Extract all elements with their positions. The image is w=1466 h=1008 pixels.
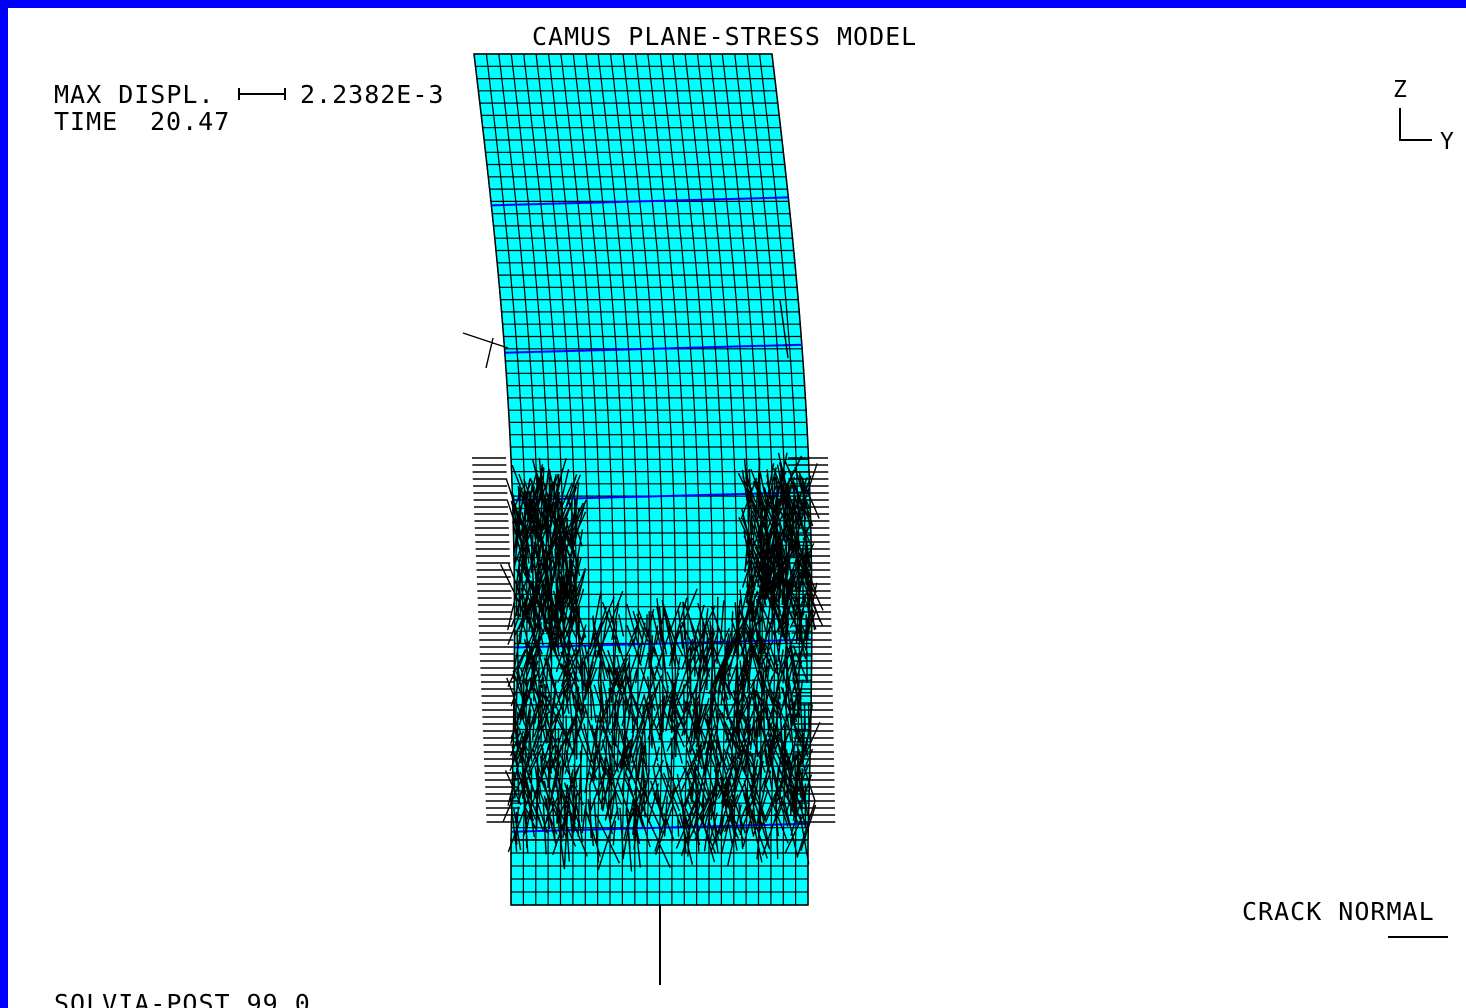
time-value: 20.47: [150, 107, 231, 136]
base-block-grid: [510, 839, 809, 906]
level-line: [490, 196, 789, 207]
crack-normal-legend-label: CRACK NORMAL: [1242, 897, 1435, 926]
base-block: [510, 839, 809, 906]
crack-normal-strokes: [462, 299, 836, 872]
mesh-plot: [238, 53, 1448, 985]
plot-viewport: CAMUS PLANE-STRESS MODEL MAX DISPL. 2.23…: [8, 8, 1466, 1008]
level-line: [504, 343, 803, 354]
time-label: TIME: [54, 107, 119, 136]
axis-y-label: Y: [1440, 129, 1455, 155]
crack-normals: [462, 299, 836, 872]
max-displacement-value: 2.2382E-3: [300, 80, 445, 109]
footer-label: SOLVIA-POST 99.0: [54, 989, 311, 1008]
max-displacement-label: MAX DISPL.: [54, 80, 215, 109]
mesh-grid-lines: [473, 53, 813, 841]
axis-z-label: Z: [1393, 77, 1408, 103]
axis-triad: [1399, 108, 1432, 141]
plot-title: CAMUS PLANE-STRESS MODEL: [532, 22, 918, 51]
